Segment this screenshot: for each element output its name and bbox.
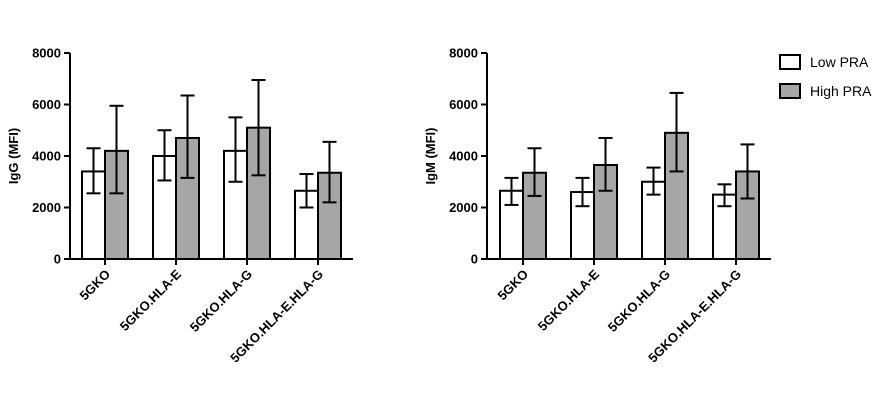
- y-tick-label: 6000: [449, 97, 478, 112]
- chart-panel-igg: 0 2000 4000 6000 8000 IgG (MFI) 5GKO 5GKO.HLA-E…: [6, 46, 353, 365]
- x-category-label: 5GKO: [76, 267, 113, 304]
- x-category-label: 5GKO.HLA-E: [117, 266, 185, 334]
- x-category-label: 5GKO: [494, 267, 531, 304]
- legend-swatch-low-pra: [779, 54, 801, 70]
- y-tick-label: 0: [54, 252, 61, 267]
- y-axis-label: IgG (MFI): [6, 128, 21, 184]
- x-category-label: 5GKO.HLA-G: [605, 267, 673, 335]
- x-category-label: 5GKO.HLA-E: [535, 266, 603, 334]
- legend-label: Low PRA: [810, 54, 869, 70]
- legend-label: High PRA: [810, 83, 872, 99]
- chart-panel-igm: 0 2000 4000 6000 8000 IgM (MFI) 5GKO 5GKO.HLA-E…: [423, 46, 771, 365]
- legend-swatch-high-pra: [779, 83, 801, 99]
- y-axis-label: IgM (MFI): [423, 127, 438, 184]
- y-tick-label: 8000: [449, 46, 478, 61]
- y-tick-label: 2000: [32, 200, 61, 215]
- y-tick-label: 4000: [32, 149, 61, 164]
- y-tick-label: 4000: [449, 149, 478, 164]
- y-tick-label: 0: [471, 252, 478, 267]
- chart-legend: Low PRA High PRA: [779, 54, 872, 99]
- y-tick-label: 8000: [32, 46, 61, 61]
- y-tick-label: 6000: [32, 97, 61, 112]
- y-tick-label: 2000: [449, 200, 478, 215]
- x-category-label: 5GKO.HLA-G: [187, 267, 255, 335]
